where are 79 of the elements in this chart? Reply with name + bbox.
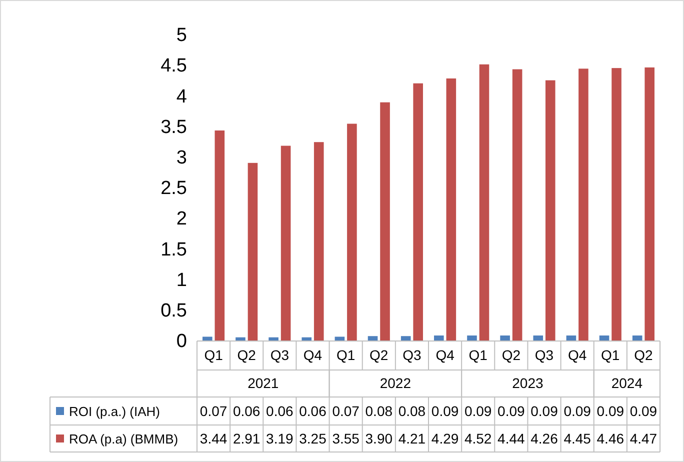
bar [334, 336, 345, 341]
data-label: 0.09 [431, 403, 459, 419]
y-tick-label: 1 [176, 270, 187, 291]
data-label: 0.06 [266, 403, 294, 419]
y-tick-label: 4 [176, 86, 188, 108]
data-label: 4.29 [431, 430, 459, 446]
bar [413, 83, 423, 341]
bar [347, 124, 357, 341]
data-label: 3.19 [266, 430, 294, 446]
data-label: 0.06 [232, 403, 260, 419]
data-label: 0.06 [299, 403, 327, 419]
y-tick-label: 0.5 [160, 300, 187, 322]
text: 2021 [248, 375, 279, 391]
data-label: 0.07 [200, 403, 228, 419]
y-tick-label: 3 [176, 147, 187, 168]
data-label: 2.91 [232, 430, 260, 446]
data-label: 3.25 [299, 430, 327, 446]
bar [380, 102, 390, 341]
legend-label: ROI (p.a.) (IAH) [69, 404, 160, 419]
text: 2023 [512, 375, 544, 391]
bar [280, 146, 291, 341]
bar [248, 162, 258, 341]
data-label: 0.08 [365, 403, 393, 419]
data-label: 4.21 [398, 430, 426, 446]
data-label: 3.90 [365, 430, 393, 446]
x-tick-label: Q1 [601, 347, 620, 363]
legend-label: ROA (p.a) (BMMB) [69, 432, 178, 446]
bar [202, 336, 212, 341]
x-tick-label: Q2 [370, 347, 388, 363]
bar [314, 142, 324, 341]
bar [533, 335, 544, 341]
text: 2024 [611, 375, 643, 391]
x-tick-label: Q4 [568, 347, 587, 363]
bar [644, 67, 654, 341]
x-tick-label: Q3 [402, 347, 422, 363]
bar [512, 69, 522, 341]
data-label: 0.09 [630, 403, 658, 419]
y-tick-label: 5 [176, 25, 187, 46]
x-tick-label: Q1 [204, 347, 224, 363]
data-label: 0.09 [530, 403, 558, 419]
data-label: 3.44 [200, 430, 228, 446]
bar [479, 64, 490, 341]
y-tick-label: 1.5 [160, 239, 187, 260]
data-label: 4.26 [530, 430, 558, 446]
bar [214, 130, 225, 341]
bar [578, 68, 588, 341]
x-tick-label: Q2 [237, 347, 256, 363]
bar [545, 80, 556, 341]
bar [446, 78, 456, 341]
bar [434, 335, 444, 341]
data-label: 4.52 [464, 430, 492, 446]
x-tick-label: Q1 [336, 347, 356, 363]
bar [612, 68, 622, 341]
y-tick-label: 0 [176, 331, 187, 352]
data-label: 0.09 [464, 403, 492, 419]
data-label: 4.45 [564, 430, 592, 446]
data-label: 0.09 [498, 403, 526, 419]
bar [500, 335, 510, 341]
data-label: 0.07 [332, 403, 360, 419]
data-label: 0.09 [596, 403, 624, 419]
data-label: 3.55 [332, 430, 360, 446]
x-tick-label: Q4 [303, 347, 322, 363]
x-tick-label: Q3 [270, 347, 290, 363]
x-tick-label: Q1 [468, 347, 488, 363]
y-tick-label: 2.5 [160, 178, 187, 200]
data-label: 0.08 [398, 403, 426, 419]
x-tick-label: Q3 [534, 347, 554, 363]
data-label: 0.09 [564, 403, 592, 419]
x-tick-label: Q2 [634, 347, 654, 363]
y-tick-label: 2 [176, 208, 187, 230]
y-tick-label: 4.5 [160, 56, 187, 77]
x-tick-label: Q2 [502, 347, 521, 363]
y-tick-label: 3.5 [160, 116, 187, 138]
bar [467, 335, 477, 341]
text: 2022 [380, 375, 412, 391]
data-label: 4.44 [498, 430, 526, 446]
data-label: 4.47 [630, 430, 658, 446]
data-label: 4.46 [596, 430, 624, 446]
x-tick-label: Q4 [436, 347, 455, 363]
